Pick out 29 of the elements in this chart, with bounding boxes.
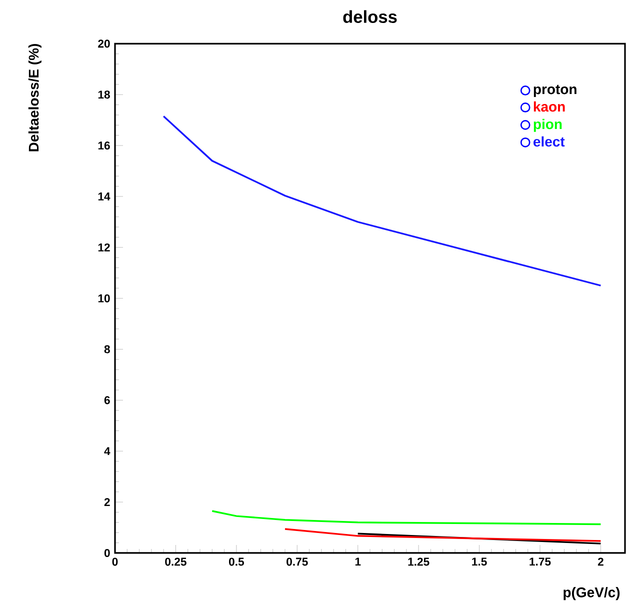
x-tick-label: 0.5: [228, 558, 244, 566]
line-series: [162, 115, 602, 286]
y-tick-label: 18: [98, 90, 110, 99]
y-tick-label: 10: [98, 294, 110, 302]
x-axis-title: p(GeV/c): [564, 587, 620, 600]
y-tick-label: 16: [98, 142, 110, 150]
y-tick-label: 8: [104, 345, 110, 354]
y-tick-label: 4: [104, 447, 110, 456]
x-tick-label: 1.75: [530, 558, 551, 566]
chart-title: deloss: [343, 10, 397, 23]
x-tick-label: 1.5: [472, 558, 487, 566]
x-tick-label: 2: [598, 558, 604, 566]
line-series: [211, 510, 602, 526]
x-tick-label: 0.75: [286, 558, 308, 566]
y-tick-label: 0: [104, 548, 110, 557]
text: pion: [534, 118, 562, 132]
x-tick-label: 1: [355, 558, 361, 566]
text: proton: [534, 84, 576, 97]
y-tick-label: 20: [98, 40, 110, 48]
y-tick-label: 14: [98, 192, 110, 200]
x-tick-label: 0.25: [165, 558, 186, 566]
text: elect: [533, 136, 565, 147]
y-tick-label: 6: [104, 396, 110, 404]
y-tick-label: 2: [104, 498, 110, 506]
x-tick-label: 1.25: [408, 558, 430, 566]
y-tick-label: 12: [98, 243, 110, 252]
x-tick-label: 0: [112, 558, 118, 566]
text: kaon: [534, 101, 565, 112]
y-axis-title: Deltaeloss/E (%): [28, 44, 42, 152]
